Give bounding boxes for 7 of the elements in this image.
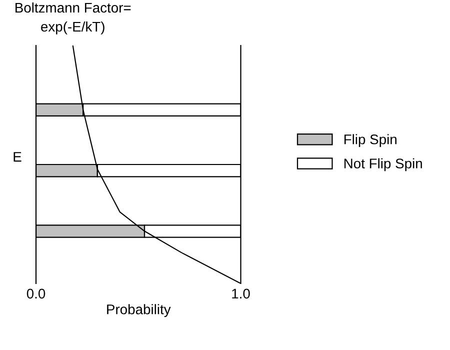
x-tick-label: 0.0 [26, 288, 46, 299]
legend-label: Flip Spin [344, 134, 396, 148]
x-tick-label: 1.0 [232, 288, 250, 299]
y-axis-title: E [14, 152, 22, 162]
x-axis-title: Probability [107, 304, 171, 318]
series-label: Boltzmann Factor= exp(-E/kT) [16, 2, 131, 34]
legend-label: Not Flip Spin [344, 158, 422, 172]
